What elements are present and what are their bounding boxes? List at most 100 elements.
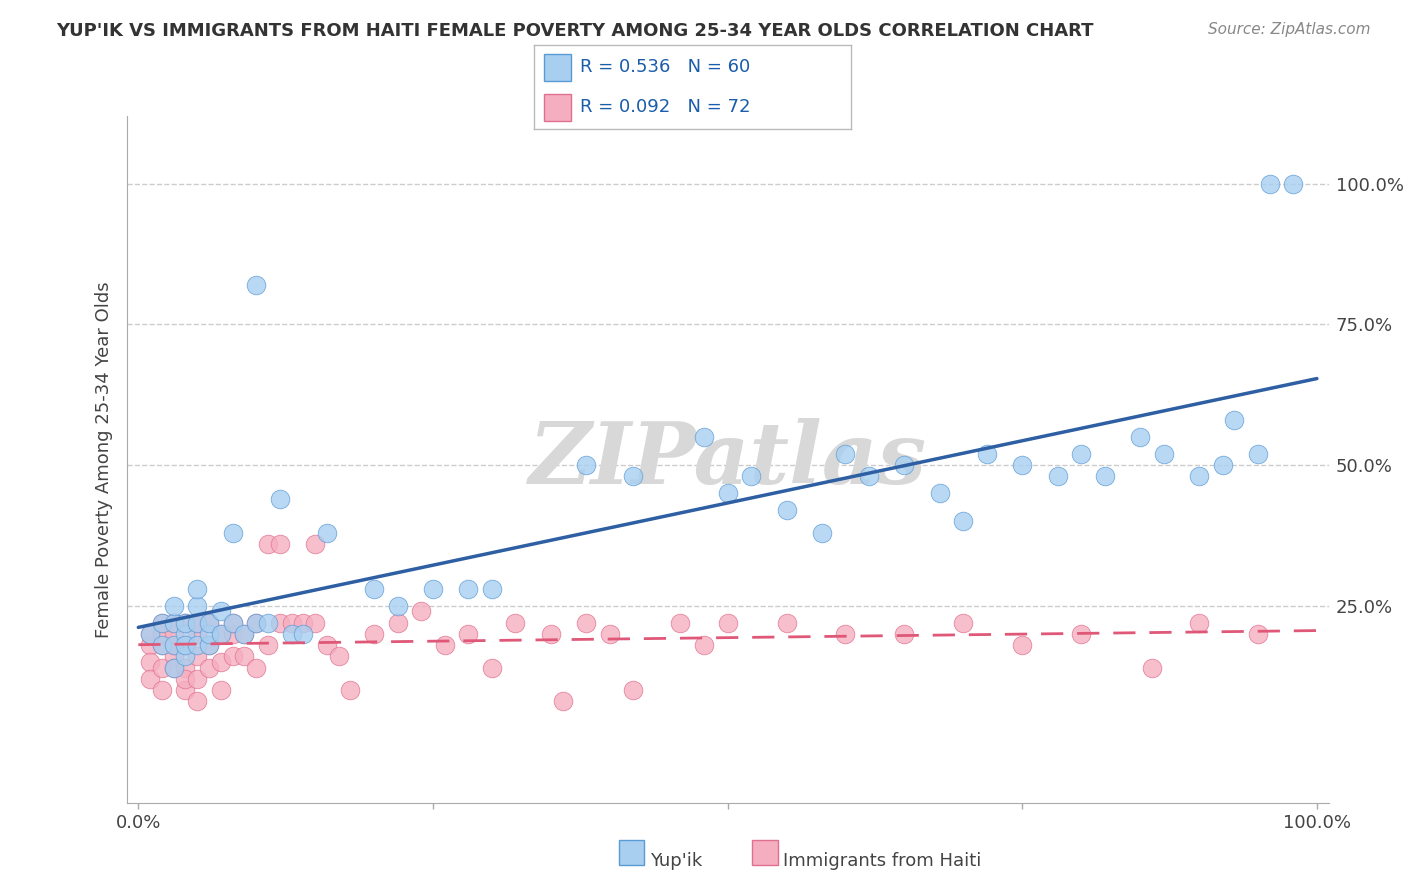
Point: [209, 655, 232, 669]
Point: [422, 582, 444, 596]
Point: [186, 672, 208, 686]
Point: [257, 615, 280, 630]
Point: [174, 683, 197, 698]
Point: [858, 469, 880, 483]
Point: [976, 447, 998, 461]
Point: [209, 604, 232, 618]
Point: [952, 514, 974, 528]
Point: [174, 638, 197, 652]
Point: [150, 661, 173, 675]
Point: [186, 649, 208, 664]
Point: [387, 599, 409, 613]
Text: R = 0.092   N = 72: R = 0.092 N = 72: [581, 98, 751, 116]
Point: [209, 627, 232, 641]
Point: [233, 627, 256, 641]
Point: [221, 615, 243, 630]
Point: [363, 627, 385, 641]
Point: [599, 627, 621, 641]
Point: [540, 627, 562, 641]
Point: [315, 638, 337, 652]
Point: [280, 627, 302, 641]
Point: [1258, 177, 1281, 191]
Point: [174, 649, 197, 664]
Point: [621, 683, 644, 698]
Point: [139, 627, 162, 641]
Text: R = 0.536   N = 60: R = 0.536 N = 60: [581, 59, 751, 77]
Point: [411, 604, 433, 618]
Point: [433, 638, 456, 652]
Text: ZIPatlas: ZIPatlas: [529, 417, 927, 501]
Point: [186, 599, 208, 613]
FancyBboxPatch shape: [544, 54, 571, 81]
Point: [245, 277, 267, 292]
Point: [693, 430, 716, 444]
Point: [198, 638, 221, 652]
Point: [811, 525, 834, 540]
Point: [163, 649, 186, 664]
Point: [163, 661, 186, 675]
Text: YUP'IK VS IMMIGRANTS FROM HAITI FEMALE POVERTY AMONG 25-34 YEAR OLDS CORRELATION: YUP'IK VS IMMIGRANTS FROM HAITI FEMALE P…: [56, 22, 1094, 40]
Point: [1046, 469, 1069, 483]
Point: [575, 458, 598, 472]
Point: [1223, 413, 1246, 427]
Point: [457, 582, 479, 596]
Point: [245, 661, 267, 675]
Point: [186, 582, 208, 596]
Point: [740, 469, 762, 483]
Point: [269, 615, 291, 630]
Point: [304, 537, 326, 551]
Point: [1282, 177, 1305, 191]
Point: [163, 615, 186, 630]
Point: [139, 627, 162, 641]
Point: [551, 694, 574, 708]
Point: [457, 627, 479, 641]
Point: [139, 672, 162, 686]
Text: Yup'ik: Yup'ik: [650, 852, 702, 870]
Point: [1188, 469, 1211, 483]
Point: [198, 615, 221, 630]
Point: [1188, 615, 1211, 630]
Point: [221, 525, 243, 540]
Point: [245, 615, 267, 630]
Point: [163, 661, 186, 675]
Point: [163, 627, 186, 641]
Point: [139, 638, 162, 652]
Point: [1247, 627, 1270, 641]
Point: [292, 615, 315, 630]
Y-axis label: Female Poverty Among 25-34 Year Olds: Female Poverty Among 25-34 Year Olds: [94, 281, 112, 638]
Point: [693, 638, 716, 652]
Point: [292, 627, 315, 641]
Point: [257, 638, 280, 652]
Point: [163, 599, 186, 613]
Point: [1070, 447, 1092, 461]
Point: [1011, 638, 1033, 652]
Point: [150, 638, 173, 652]
Point: [1247, 447, 1270, 461]
Point: [163, 638, 186, 652]
Point: [163, 638, 186, 652]
Point: [315, 525, 337, 540]
Point: [1094, 469, 1116, 483]
Point: [186, 627, 208, 641]
Point: [304, 615, 326, 630]
Point: [893, 627, 915, 641]
Point: [717, 486, 740, 500]
Point: [952, 615, 974, 630]
Point: [328, 649, 350, 664]
Point: [186, 638, 208, 652]
Point: [575, 615, 598, 630]
Point: [221, 649, 243, 664]
Point: [198, 661, 221, 675]
Point: [387, 615, 409, 630]
Point: [245, 615, 267, 630]
Point: [150, 627, 173, 641]
Point: [1140, 661, 1163, 675]
Point: [339, 683, 361, 698]
Point: [150, 683, 173, 698]
Point: [198, 627, 221, 641]
Point: [775, 615, 797, 630]
Text: Immigrants from Haiti: Immigrants from Haiti: [783, 852, 981, 870]
Point: [669, 615, 692, 630]
Point: [363, 582, 385, 596]
Point: [1212, 458, 1234, 472]
